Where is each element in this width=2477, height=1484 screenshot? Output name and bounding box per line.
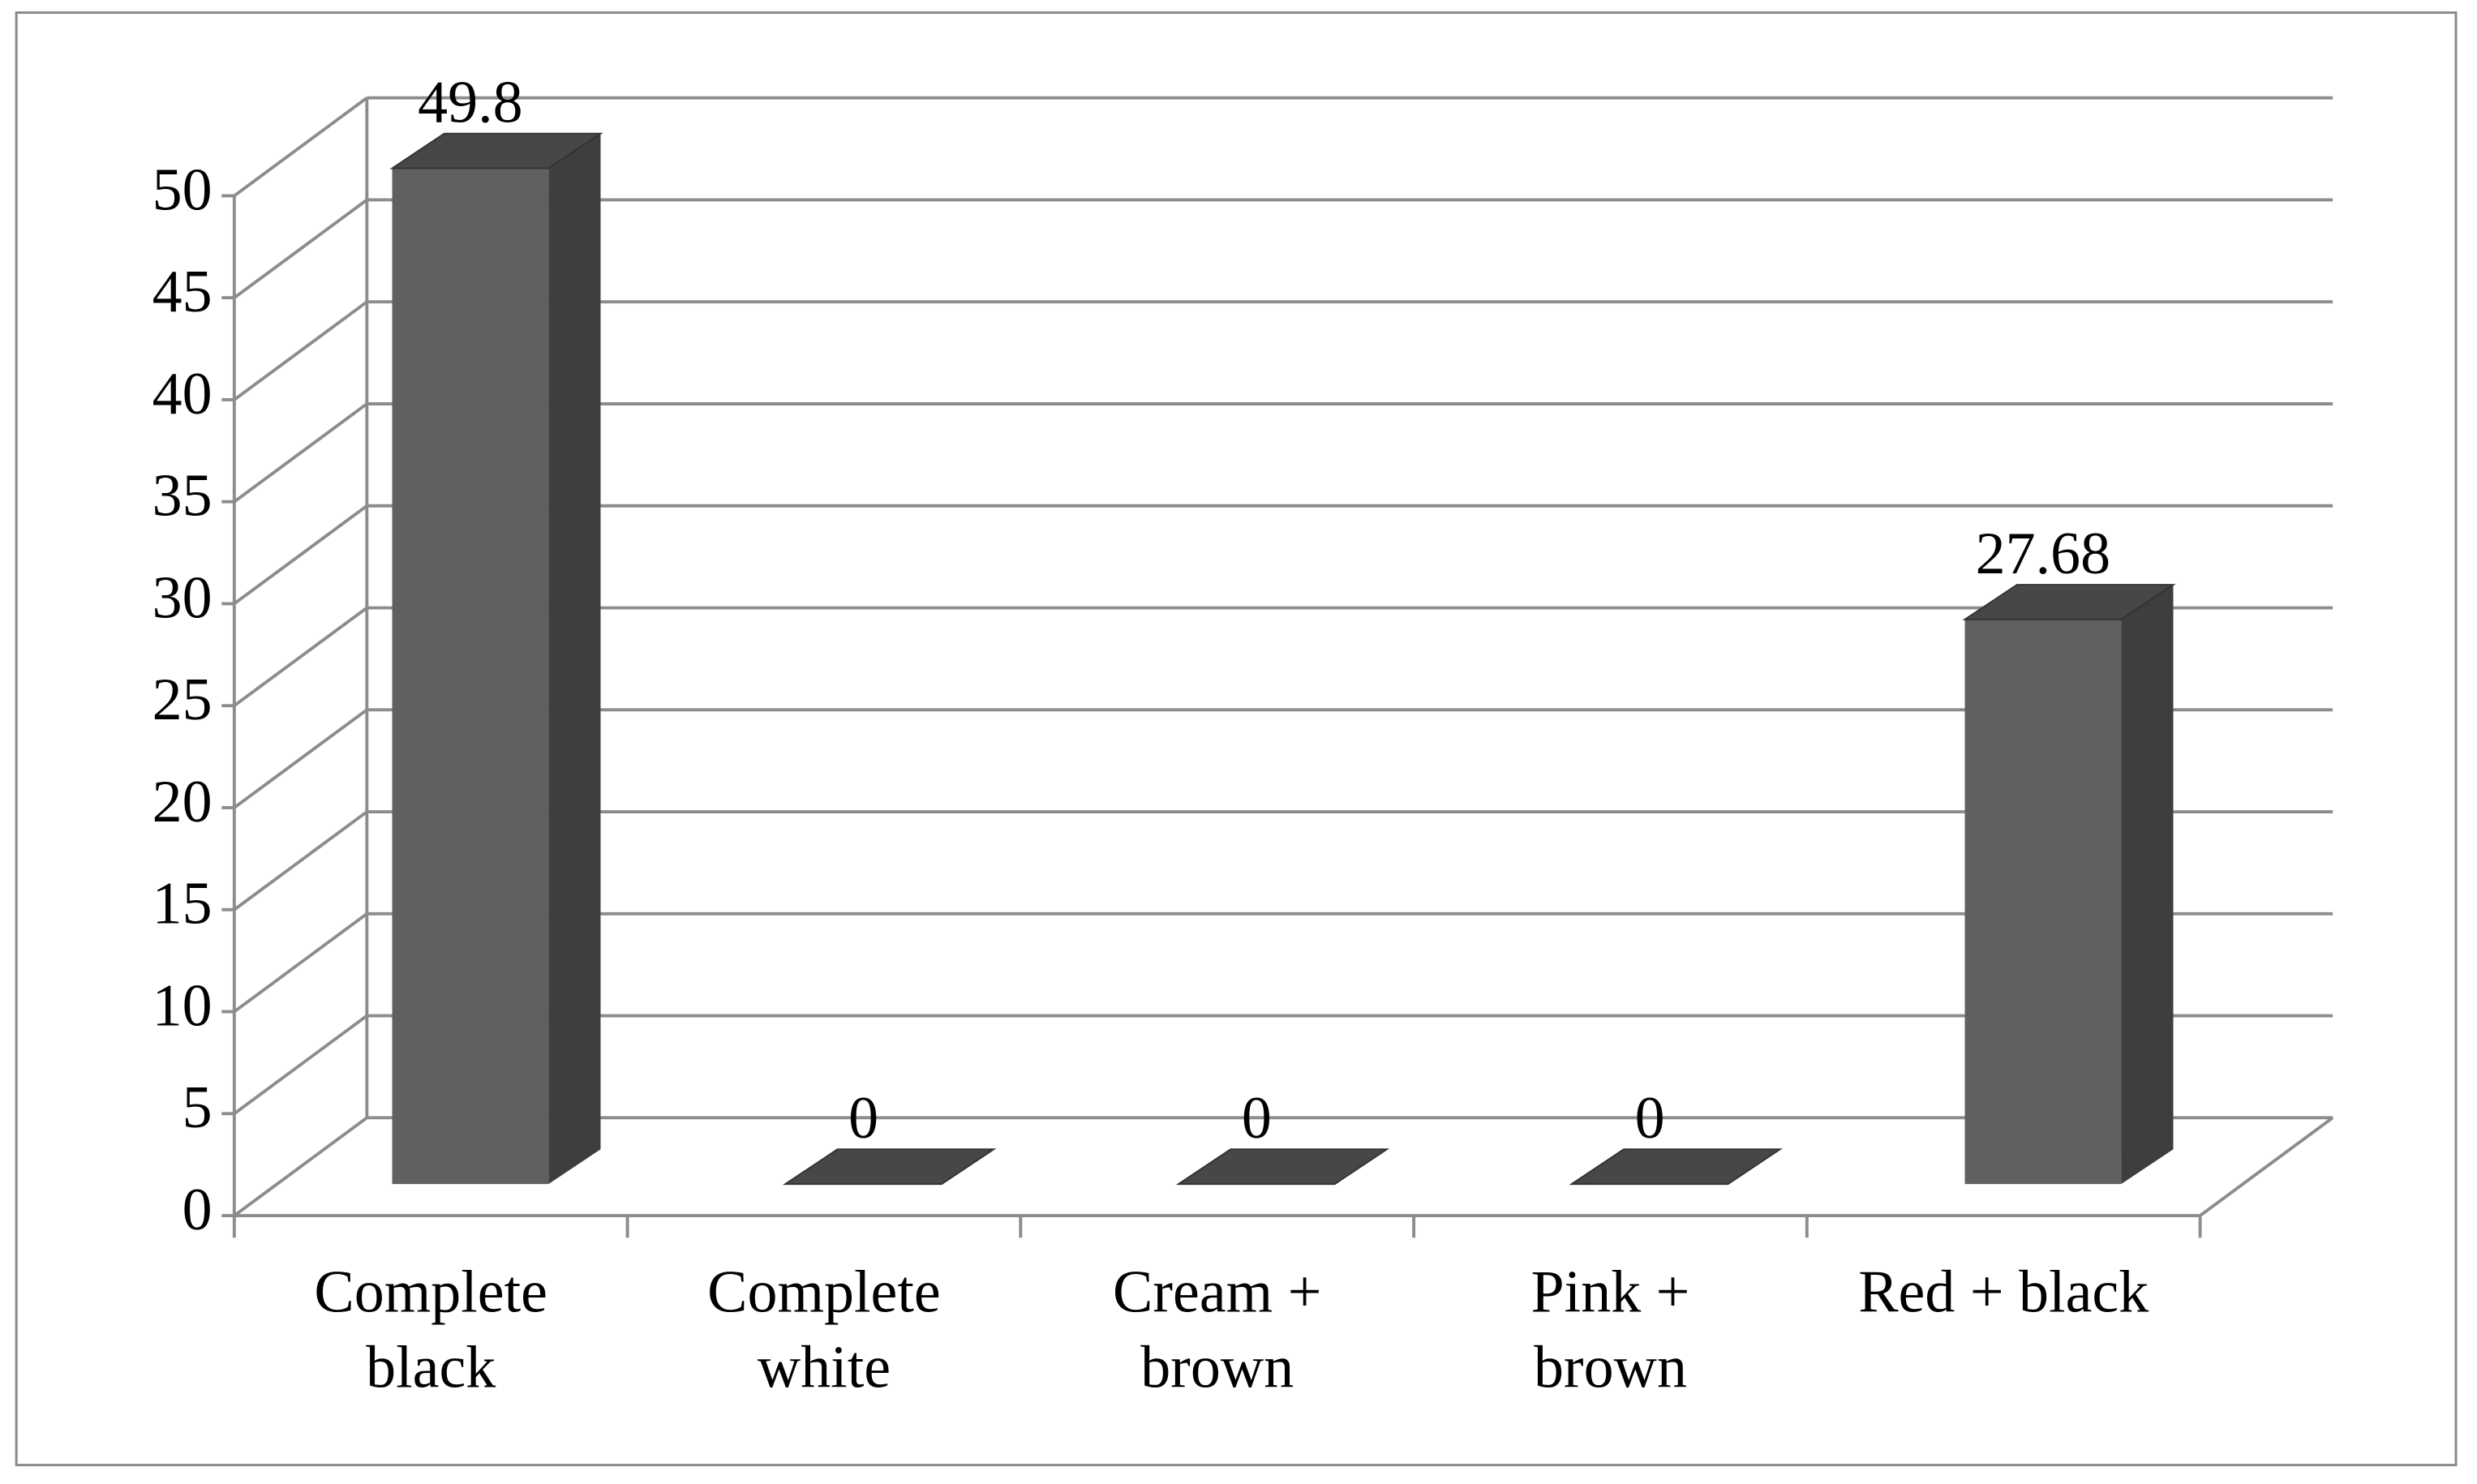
grid-line [233,810,368,911]
bar [1175,1148,1390,1186]
grid-line [233,300,368,401]
bar-top [1962,584,2176,620]
bar-top [1175,1148,1390,1186]
x-tick-label-line: white [758,1335,891,1401]
bar [1569,1148,1783,1186]
bar-front [1964,619,2122,1185]
y-tick-label: 40 [152,361,212,427]
bar-side [548,133,601,1185]
grid-line [233,97,368,197]
y-tick-label: 30 [152,564,212,631]
floor-edge [2199,1116,2334,1217]
x-tick-label-line: Complete [707,1259,941,1325]
bar-top [783,1148,997,1186]
x-tick-label: Complete white [707,1259,941,1400]
x-tick-label-line: Pink + [1531,1259,1690,1325]
x-tick-label-line: Red + black [1858,1259,2149,1325]
bar-side [2121,585,2174,1185]
grid-line [233,1116,368,1217]
x-tick-label: Red + black [1858,1259,2149,1325]
grid-line [233,708,368,809]
x-tick-label: Cream + brown [1113,1259,1321,1400]
y-tick-label: 45 [152,259,212,325]
y-tick-label: 20 [152,769,212,835]
grid-line [233,198,368,299]
x-tick-label-line: Cream + [1113,1259,1321,1325]
grid-line [233,402,368,504]
bar [389,132,603,1185]
grid-line [233,1014,368,1115]
y-tick-label: 0 [182,1177,212,1243]
x-tick-label-line: brown [1534,1335,1687,1401]
data-label: 0 [1635,1085,1665,1152]
x-tick-label: Complete black [314,1259,547,1400]
y-tick-label: 15 [152,871,212,937]
bar [783,1148,997,1186]
data-label: 49.8 [418,69,522,135]
data-label: 27.68 [1976,521,2110,587]
y-tick-label: 35 [152,463,212,530]
bar-front [392,168,549,1185]
y-tick-label: 25 [152,667,212,733]
x-tick-label-line: brown [1140,1335,1294,1401]
y-tick-label: 5 [182,1074,212,1141]
y-tick-label: 50 [152,157,212,223]
y-tick-label: 10 [152,972,212,1039]
data-label: 0 [848,1085,878,1152]
bar-top [389,132,603,169]
data-label: 0 [1242,1085,1272,1152]
x-tick-label: Pink + brown [1531,1259,1690,1400]
grid-line [233,912,368,1014]
grid-line [233,504,368,606]
bar [1962,584,2176,1185]
x-tick-label-line: Complete [314,1259,547,1325]
bar-top [1569,1148,1783,1186]
x-tick-label-line: black [366,1335,496,1401]
grid-line [233,606,368,707]
